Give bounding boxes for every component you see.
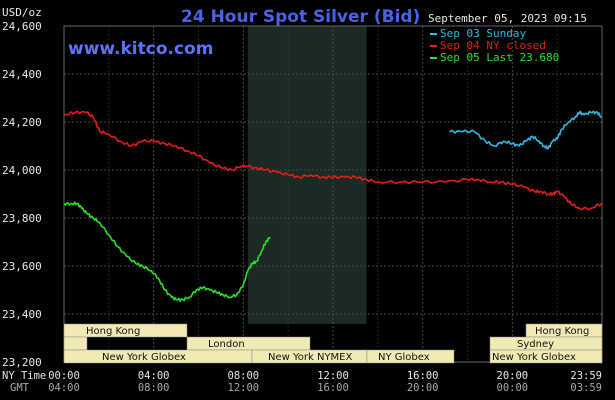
x-tick-label-gmt: 12:00 bbox=[228, 382, 260, 394]
session-bar bbox=[63, 336, 88, 351]
y-tick-label: 23,200 bbox=[2, 356, 42, 369]
x-tick-label-ny: 20:00 bbox=[497, 370, 529, 382]
x-tick-label-gmt: 00:00 bbox=[497, 382, 529, 394]
x-tick-label-ny: 23:59 bbox=[570, 370, 602, 382]
session-label: New York NYMEX bbox=[268, 352, 353, 363]
session-label: New York Globex bbox=[102, 352, 186, 363]
x-tick-label-gmt: 08:00 bbox=[138, 382, 170, 394]
y-axis-ticks: 24,600 24,400 24,200 24,000 23,800 23,600 23,4… bbox=[2, 20, 42, 369]
session-bar bbox=[489, 349, 603, 364]
session-label: New York Globex bbox=[492, 352, 576, 363]
session-label: Hong Kong bbox=[86, 326, 140, 337]
session-bar bbox=[366, 349, 455, 364]
legend: Sep 03 Sunday Sep 04 NY closed Sep 05 La… bbox=[430, 27, 559, 64]
gmt-label: GMT bbox=[10, 382, 30, 394]
y-tick-label: 23,800 bbox=[2, 212, 42, 225]
y-tick-label: 23,600 bbox=[2, 260, 42, 273]
unit-label: USD/oz bbox=[2, 6, 42, 19]
x-tick-label-ny: 16:00 bbox=[407, 370, 439, 382]
x-tick-label-ny: 00:00 bbox=[48, 370, 80, 382]
session-bar bbox=[63, 323, 188, 338]
series-line bbox=[449, 110, 602, 150]
x-tick-label-gmt: 03:59 bbox=[570, 382, 602, 394]
nymex-shade bbox=[247, 26, 367, 324]
y-tick-label: 24,000 bbox=[2, 164, 42, 177]
x-tick-label-gmt: 16:00 bbox=[317, 382, 349, 394]
grid-lines bbox=[64, 26, 602, 362]
session-label: London bbox=[208, 339, 245, 350]
x-tick-label-gmt: 20:00 bbox=[407, 382, 439, 394]
session-label: Sydney bbox=[517, 339, 554, 350]
series-line bbox=[63, 110, 603, 211]
session-bar bbox=[186, 336, 311, 351]
x-tick-label-ny: 04:00 bbox=[138, 370, 170, 382]
y-tick-label: 23,400 bbox=[2, 308, 42, 321]
session-bars: Hong Kong Hong Kong London Sydney New Yo… bbox=[63, 323, 603, 364]
x-tick-label-gmt: 04:00 bbox=[48, 382, 80, 394]
chart-title: 24 Hour Spot Silver (Bid) bbox=[181, 7, 420, 27]
site-watermark: www.kitco.com bbox=[68, 39, 213, 59]
series-group bbox=[63, 110, 603, 302]
y-tick-label: 24,200 bbox=[2, 116, 42, 129]
session-label: Hong Kong bbox=[535, 326, 589, 337]
y-tick-label: 24,400 bbox=[2, 68, 42, 81]
ny-time-label: NY Time bbox=[2, 370, 46, 382]
legend-label: Sep 03 Sunday bbox=[440, 27, 526, 40]
session-label: NY Globex bbox=[378, 352, 430, 363]
x-tick-label-ny: 08:00 bbox=[228, 370, 260, 382]
series-line bbox=[63, 201, 271, 302]
legend-label: Sep 04 NY closed bbox=[440, 39, 546, 52]
datetime-label: September 05, 2023 09:15 bbox=[428, 12, 587, 25]
legend-label: Sep 05 Last 23.680 bbox=[440, 51, 559, 64]
y-tick-label: 24,600 bbox=[2, 20, 42, 33]
x-tick-label-ny: 12:00 bbox=[317, 370, 349, 382]
x-axis-ticks: 00:0004:0004:0008:0008:0012:0012:0016:00… bbox=[48, 370, 602, 394]
